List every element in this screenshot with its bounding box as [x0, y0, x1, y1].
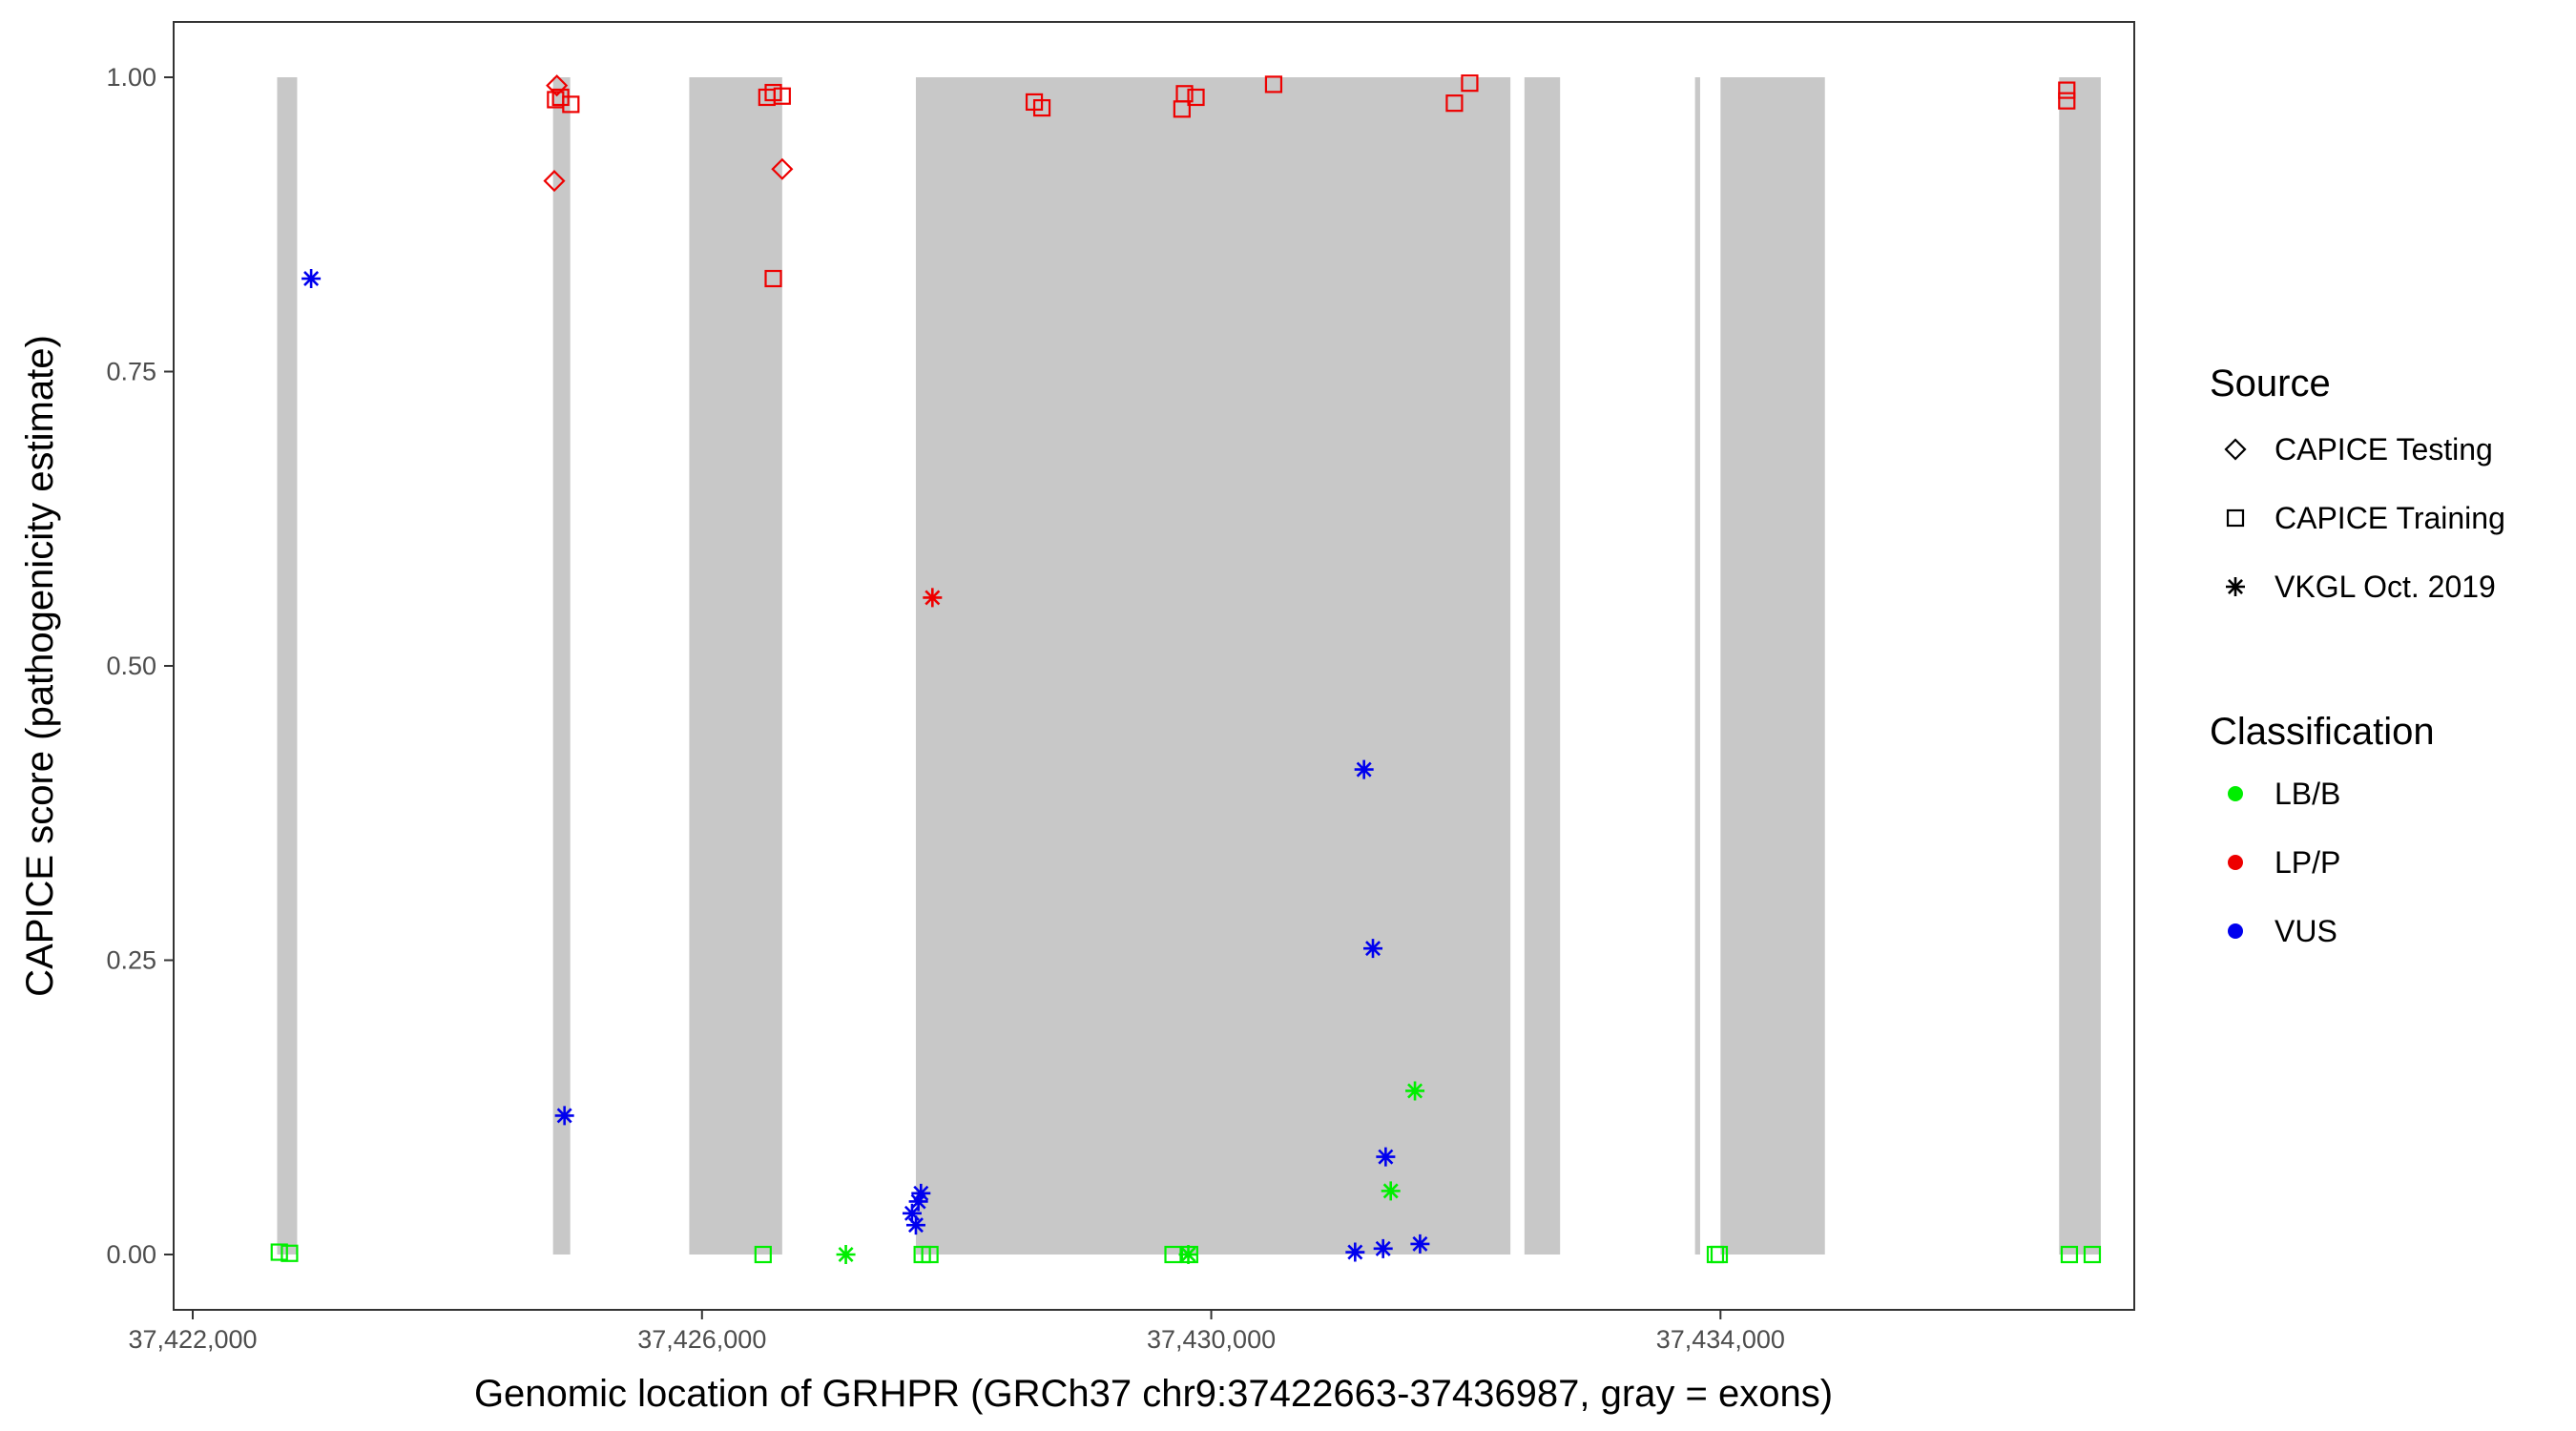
data-point — [905, 1215, 925, 1235]
y-axis: 0.00 0.25 0.50 0.75 1.00 — [106, 63, 174, 1269]
data-point — [2083, 1245, 2102, 1264]
y-tick-label: 1.00 — [106, 63, 156, 92]
legend-classification-items: LB/B LP/P VUS — [2228, 777, 2340, 948]
data-point — [543, 170, 566, 193]
exon-band-1 — [277, 76, 298, 1255]
data-point — [1264, 75, 1283, 93]
data-point — [1178, 1245, 1198, 1264]
data-point — [921, 1245, 939, 1264]
data-point — [1410, 1234, 1430, 1254]
legend-source-label: VKGL Oct. 2019 — [2275, 570, 2496, 604]
legend-source-label: CAPICE Testing — [2275, 432, 2493, 467]
data-point — [754, 1245, 772, 1264]
data-point — [908, 1192, 928, 1212]
legend-color-dot — [2228, 855, 2243, 870]
x-axis: 37,422,000 37,426,000 37,430,000 37,434,000 — [128, 1310, 1785, 1354]
x-tick-label: 37,422,000 — [128, 1325, 257, 1354]
legend-source-title: Source — [2210, 363, 2331, 404]
data-point — [2058, 81, 2076, 99]
data-point — [1187, 88, 1205, 107]
legend-color-dot — [2228, 923, 2243, 939]
y-tick-label: 0.50 — [106, 652, 156, 680]
data-point — [2058, 92, 2076, 110]
data-point — [764, 83, 782, 102]
y-tick-label: 0.75 — [106, 357, 156, 385]
data-points — [270, 74, 2102, 1264]
data-point — [902, 1203, 922, 1223]
data-point — [1405, 1081, 1425, 1101]
plot-area — [173, 21, 2135, 1311]
legend-class-item: VUS — [2228, 914, 2337, 948]
exon-band-7 — [1720, 76, 1825, 1255]
exon-band-5 — [1524, 76, 1561, 1255]
legend-source-item: VKGL Oct. 2019 — [2226, 570, 2496, 604]
data-point — [773, 87, 791, 105]
legend-class-item: LP/P — [2228, 845, 2340, 880]
data-point — [771, 157, 794, 180]
data-point — [836, 1245, 856, 1264]
data-point — [1376, 1147, 1396, 1167]
data-point — [546, 74, 569, 97]
legend-source-item: CAPICE Training — [2226, 501, 2505, 535]
legend-source-items: CAPICE Testing CAPICE Training VKGL Oct. 2… — [2224, 432, 2505, 604]
y-tick-label: 0.25 — [106, 946, 156, 975]
exon-band-2 — [552, 76, 571, 1255]
exon-band-4 — [915, 76, 1511, 1255]
legend-classification-title: Classification — [2210, 711, 2435, 753]
exon-bands — [277, 76, 2101, 1255]
data-point — [1445, 94, 1464, 113]
y-tick-label: 0.00 — [106, 1240, 156, 1269]
data-point — [554, 1106, 574, 1126]
data-point — [764, 269, 782, 288]
data-point — [923, 588, 943, 608]
legend-class-item: LB/B — [2228, 777, 2340, 811]
data-point — [270, 1243, 288, 1261]
data-point — [2060, 1245, 2079, 1264]
x-tick-label: 37,430,000 — [1147, 1325, 1276, 1354]
data-point — [1175, 85, 1194, 103]
legend: Source CAPICE Testing CAPICE Training VKGL… — [2210, 363, 2505, 948]
data-point — [280, 1244, 299, 1262]
legend-key-diamond — [2224, 438, 2247, 461]
exon-band-6 — [1694, 76, 1700, 1255]
legend-class-label: LB/B — [2275, 777, 2340, 811]
y-axis-title: CAPICE score (pathogenicity estimate) — [19, 335, 61, 997]
legend-key-asterisk — [2226, 577, 2245, 596]
data-point — [1345, 1242, 1365, 1262]
data-point — [1373, 1238, 1393, 1258]
legend-source-label: CAPICE Training — [2275, 501, 2505, 535]
data-point — [1381, 1181, 1401, 1201]
x-tick-label: 37,434,000 — [1656, 1325, 1785, 1354]
legend-key-square — [2226, 508, 2245, 528]
exon-band-3 — [689, 76, 782, 1255]
exon-band-8 — [2059, 76, 2101, 1255]
data-point — [562, 95, 580, 114]
x-axis-title: Genomic location of GRHPR (GRCh37 chr9:3… — [474, 1373, 1833, 1415]
data-point — [1354, 759, 1374, 779]
x-tick-label: 37,426,000 — [637, 1325, 766, 1354]
data-point — [1710, 1245, 1729, 1264]
data-point — [1461, 74, 1479, 93]
legend-source-item: CAPICE Testing — [2224, 432, 2493, 467]
legend-color-dot — [2228, 786, 2243, 801]
legend-class-label: VUS — [2275, 914, 2337, 948]
data-point — [1363, 939, 1383, 959]
legend-class-label: LP/P — [2275, 845, 2340, 880]
data-point — [1032, 98, 1051, 117]
data-point — [911, 1183, 931, 1203]
data-point — [301, 269, 322, 289]
